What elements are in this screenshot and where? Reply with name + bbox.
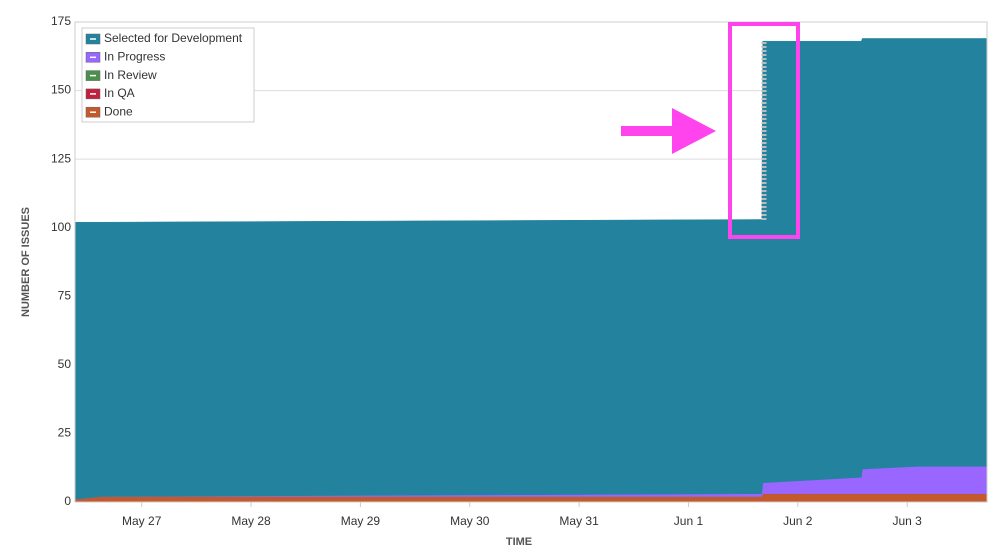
legend-box — [81, 27, 255, 123]
y-tick-label: 25 — [58, 426, 72, 440]
x-tick-label: May 29 — [341, 514, 381, 528]
x-tick-label: May 27 — [122, 514, 162, 528]
y-tick-label: 50 — [58, 357, 72, 371]
y-tick-label: 0 — [64, 494, 71, 508]
y-tick-label: 100 — [51, 220, 71, 234]
arrow — [621, 108, 716, 154]
legend-label[interactable]: In Progress — [104, 49, 165, 63]
x-axis-title: TIME — [506, 536, 532, 548]
y-axis-title: NUMBER OF ISSUES — [20, 207, 32, 317]
legend-label[interactable]: Done — [104, 104, 133, 118]
y-tick-label: 75 — [58, 288, 72, 302]
legend: Selected for Development In Progress In Re… — [81, 27, 255, 123]
legend-label[interactable]: Selected for Development — [104, 31, 243, 45]
x-tick-label: May 31 — [559, 514, 599, 528]
x-tick-label: May 30 — [450, 514, 490, 528]
plot-frame — [74, 21, 988, 503]
x-tick-label: May 28 — [231, 514, 271, 528]
x-tick-label: Jun 1 — [674, 514, 704, 528]
legend-label[interactable]: In Review — [104, 68, 157, 82]
x-tick-label: Jun 2 — [783, 514, 813, 528]
y-tick-label: 150 — [51, 83, 71, 97]
legend-label[interactable]: In QA — [104, 86, 135, 100]
y-tick-label: 125 — [51, 151, 71, 165]
highlight-box — [728, 22, 800, 239]
x-tick-label: Jun 3 — [892, 514, 922, 528]
y-tick-label: 175 — [51, 14, 71, 28]
